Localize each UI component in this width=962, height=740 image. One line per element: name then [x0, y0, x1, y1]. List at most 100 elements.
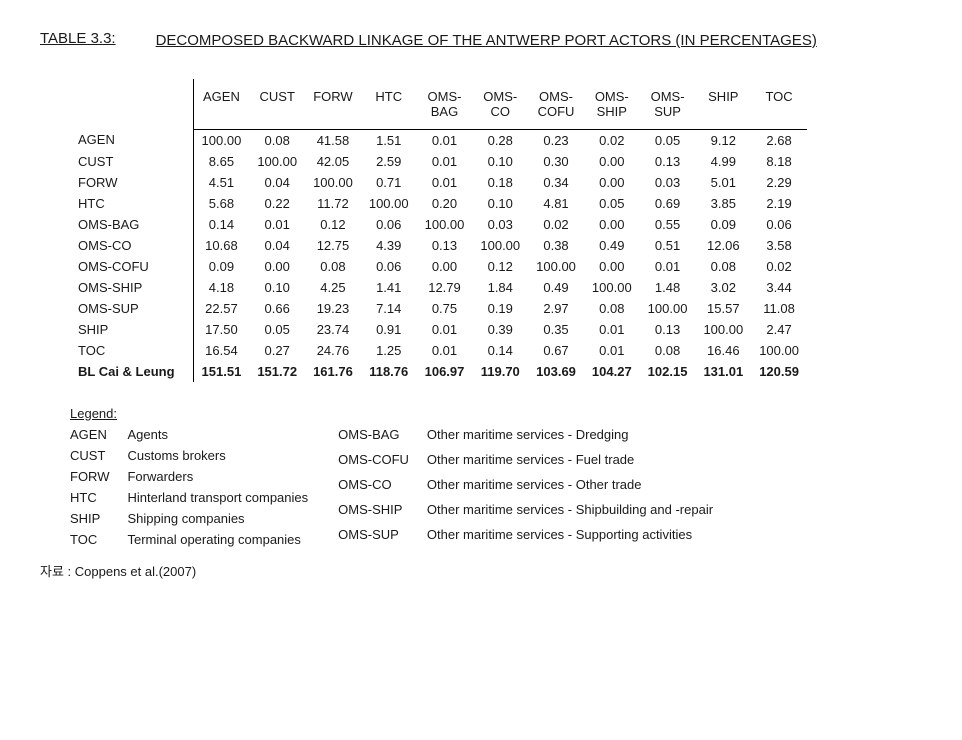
cell: 0.01 [640, 256, 696, 277]
cell: 11.72 [305, 193, 361, 214]
cell: 0.01 [417, 340, 473, 361]
legend-value: Other maritime services - Shipbuilding a… [427, 502, 713, 521]
legend-key: SHIP [70, 511, 109, 526]
legend-key: CUST [70, 448, 109, 463]
table-body: AGEN100.000.0841.581.510.010.280.230.020… [70, 129, 807, 382]
cell: 0.19 [472, 298, 528, 319]
cell: 0.12 [305, 214, 361, 235]
legend: Legend: AGENAgentsCUSTCustoms brokersFOR… [70, 406, 922, 547]
row-label: AGEN [70, 129, 193, 151]
cell: 19.23 [305, 298, 361, 319]
total-cell: 102.15 [640, 361, 696, 382]
cell: 0.18 [472, 172, 528, 193]
cell: 8.65 [193, 151, 249, 172]
cell: 100.00 [249, 151, 305, 172]
row-label: CUST [70, 151, 193, 172]
legend-key: OMS-CO [338, 477, 409, 496]
legend-value: Other maritime services - Dredging [427, 427, 713, 446]
cell: 7.14 [361, 298, 417, 319]
row-label: OMS-BAG [70, 214, 193, 235]
cell: 100.00 [305, 172, 361, 193]
cell: 0.51 [640, 235, 696, 256]
cell: 100.00 [417, 214, 473, 235]
legend-value: Forwarders [127, 469, 308, 484]
cell: 100.00 [751, 340, 807, 361]
cell: 10.68 [193, 235, 249, 256]
cell: 41.58 [305, 129, 361, 151]
cell: 0.01 [417, 172, 473, 193]
legend-key: AGEN [70, 427, 109, 442]
table-number: TABLE 3.3: [40, 30, 116, 53]
cell: 0.30 [528, 151, 584, 172]
cell: 0.06 [751, 214, 807, 235]
cell: 0.13 [640, 151, 696, 172]
cell: 12.75 [305, 235, 361, 256]
cell: 0.01 [417, 151, 473, 172]
table-row: TOC16.540.2724.761.250.010.140.670.010.0… [70, 340, 807, 361]
table-title: TABLE 3.3: DECOMPOSED BACKWARD LINKAGE O… [40, 30, 922, 53]
cell: 0.05 [249, 319, 305, 340]
cell: 100.00 [640, 298, 696, 319]
col-header: FORW [305, 79, 361, 130]
cell: 0.02 [751, 256, 807, 277]
cell: 100.00 [361, 193, 417, 214]
legend-key: TOC [70, 532, 109, 547]
row-label: OMS-SUP [70, 298, 193, 319]
cell: 5.01 [695, 172, 751, 193]
legend-key: HTC [70, 490, 109, 505]
table-row: OMS-SHIP4.180.104.251.4112.791.840.49100… [70, 277, 807, 298]
header-row: AGENCUSTFORWHTCOMS-BAGOMS-COOMS-COFUOMS-… [70, 79, 807, 130]
cell: 22.57 [193, 298, 249, 319]
table-row: HTC5.680.2211.72100.000.200.104.810.050.… [70, 193, 807, 214]
cell: 0.00 [584, 256, 640, 277]
cell: 0.05 [640, 129, 696, 151]
cell: 1.84 [472, 277, 528, 298]
cell: 100.00 [695, 319, 751, 340]
row-label: TOC [70, 340, 193, 361]
cell: 0.01 [584, 319, 640, 340]
cell: 5.68 [193, 193, 249, 214]
cell: 16.54 [193, 340, 249, 361]
cell: 11.08 [751, 298, 807, 319]
col-header: OMS-SUP [640, 79, 696, 130]
cell: 0.55 [640, 214, 696, 235]
cell: 2.29 [751, 172, 807, 193]
table-caption: DECOMPOSED BACKWARD LINKAGE OF THE ANTWE… [156, 30, 817, 53]
col-header: HTC [361, 79, 417, 130]
table-row: OMS-COFU0.090.000.080.060.000.12100.000.… [70, 256, 807, 277]
cell: 3.02 [695, 277, 751, 298]
source-citation: 자료 : Coppens et al.(2007) [40, 561, 922, 580]
cell: 42.05 [305, 151, 361, 172]
table-row: OMS-BAG0.140.010.120.06100.000.030.020.0… [70, 214, 807, 235]
total-row-label: BL Cai & Leung [70, 361, 193, 382]
row-label: SHIP [70, 319, 193, 340]
table-row: OMS-CO10.680.0412.754.390.13100.000.380.… [70, 235, 807, 256]
cell: 4.25 [305, 277, 361, 298]
cell: 24.76 [305, 340, 361, 361]
table-row: SHIP17.500.0523.740.910.010.390.350.010.… [70, 319, 807, 340]
cell: 0.01 [249, 214, 305, 235]
cell: 1.48 [640, 277, 696, 298]
cell: 0.03 [472, 214, 528, 235]
cell: 0.04 [249, 172, 305, 193]
total-cell: 104.27 [584, 361, 640, 382]
total-cell: 119.70 [472, 361, 528, 382]
cell: 2.97 [528, 298, 584, 319]
total-cell: 151.51 [193, 361, 249, 382]
col-header: OMS-CO [472, 79, 528, 130]
cell: 9.12 [695, 129, 751, 151]
cell: 2.19 [751, 193, 807, 214]
cell: 4.18 [193, 277, 249, 298]
cell: 0.23 [528, 129, 584, 151]
cell: 0.01 [417, 319, 473, 340]
cell: 0.38 [528, 235, 584, 256]
col-header: OMS-SHIP [584, 79, 640, 130]
cell: 0.09 [695, 214, 751, 235]
cell: 3.58 [751, 235, 807, 256]
cell: 0.02 [584, 129, 640, 151]
cell: 0.05 [584, 193, 640, 214]
cell: 0.75 [417, 298, 473, 319]
linkage-table: AGENCUSTFORWHTCOMS-BAGOMS-COOMS-COFUOMS-… [70, 79, 807, 382]
cell: 0.49 [584, 235, 640, 256]
legend-key: OMS-BAG [338, 427, 409, 446]
